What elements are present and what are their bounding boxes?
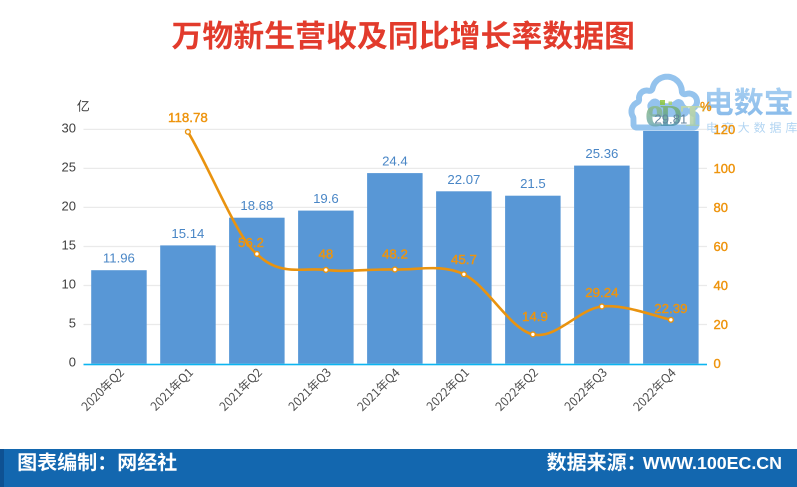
svg-text:80: 80	[714, 200, 728, 215]
svg-text:100: 100	[714, 161, 736, 176]
svg-text:22.07: 22.07	[447, 172, 480, 187]
svg-text:118.78: 118.78	[168, 110, 208, 125]
svg-text:WWW.100EC.CN: WWW.100EC.CN	[643, 453, 782, 473]
svg-text:D: D	[660, 98, 682, 133]
svg-text:0: 0	[69, 355, 76, 370]
svg-text:0: 0	[714, 356, 721, 371]
svg-text:48.2: 48.2	[382, 247, 408, 262]
svg-text:5: 5	[69, 316, 76, 331]
svg-text:40: 40	[714, 278, 728, 293]
svg-text:22.39: 22.39	[654, 301, 687, 316]
svg-text:48: 48	[319, 247, 334, 262]
svg-text:60: 60	[714, 239, 728, 254]
svg-text:e: e	[645, 90, 664, 136]
svg-text:21.5: 21.5	[520, 176, 546, 191]
svg-text:%: %	[700, 99, 712, 114]
svg-text:20: 20	[714, 317, 728, 332]
svg-text:11.96: 11.96	[103, 251, 135, 266]
svg-text:T: T	[681, 99, 706, 133]
svg-text:25: 25	[62, 160, 76, 175]
svg-text:29.81: 29.81	[654, 111, 687, 126]
svg-text:10: 10	[62, 277, 76, 292]
svg-text:15.14: 15.14	[171, 226, 204, 241]
svg-text:20: 20	[62, 199, 76, 214]
svg-text:29.24: 29.24	[585, 285, 618, 300]
svg-text:14.9: 14.9	[522, 309, 548, 324]
svg-text:19.6: 19.6	[313, 191, 339, 206]
svg-text:25.36: 25.36	[585, 146, 618, 161]
svg-text:18.68: 18.68	[240, 198, 273, 213]
svg-text:45.7: 45.7	[451, 252, 477, 267]
svg-text:56.2: 56.2	[238, 235, 264, 250]
svg-text:120: 120	[714, 122, 736, 137]
svg-text:15: 15	[62, 238, 76, 253]
svg-text:24.4: 24.4	[382, 154, 408, 169]
svg-text:30: 30	[62, 121, 76, 136]
